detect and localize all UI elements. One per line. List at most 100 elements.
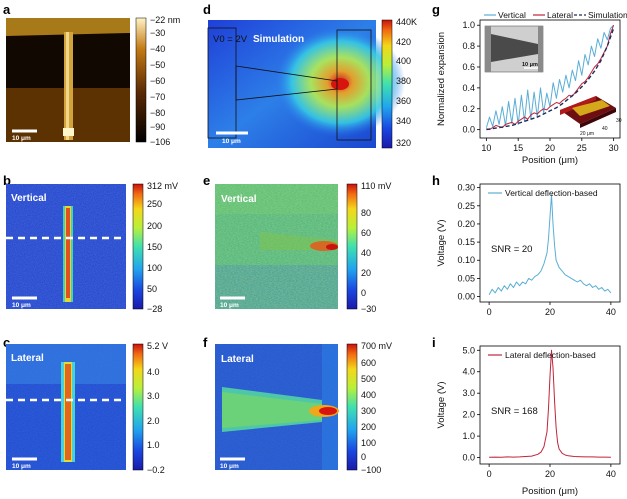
image-label-b: Vertical xyxy=(11,193,47,204)
x-tick-label: 40 xyxy=(606,307,616,317)
colorbar-f-top: 700 mV xyxy=(361,341,392,351)
y-tick-label: 0.00 xyxy=(457,292,475,302)
legend-simulation: Simulation xyxy=(588,10,627,20)
series-line-simulation xyxy=(486,28,615,131)
x-tick-label: 15 xyxy=(513,143,523,153)
scalebar-c-label: 10 μm xyxy=(12,463,31,470)
plot-frame-i xyxy=(479,345,621,465)
inset-scalebar-label: 10 μm xyxy=(522,62,538,68)
cantilever-outline xyxy=(235,65,338,101)
scalebar-e-label: 10 μm xyxy=(220,302,239,309)
series-line-lateral-deflection-based xyxy=(489,349,611,458)
panel-letter-a: a xyxy=(3,2,11,17)
panel-letter-i: i xyxy=(432,335,436,350)
y-tick-label: 0.20 xyxy=(457,219,475,229)
colorbar-d xyxy=(381,19,393,149)
colorbar-a xyxy=(135,17,147,143)
x-tick-label: 25 xyxy=(577,143,587,153)
colorbar-a-tick: −90 xyxy=(150,122,165,132)
x-tick-label: 20 xyxy=(545,307,555,317)
y-tick-label: 4.0 xyxy=(462,367,475,377)
colorbar-f-tick: 300 xyxy=(361,406,376,416)
panel-letter-f: f xyxy=(203,335,208,350)
colorbar-a-tick: −40 xyxy=(150,44,165,54)
colorbar-f-tick: 100 xyxy=(361,438,376,448)
colorbar-c-tick: −0.2 xyxy=(147,465,165,475)
colorbar-a-tick: −50 xyxy=(150,60,165,70)
plot-frame-h xyxy=(479,183,621,303)
colorbar-b xyxy=(132,183,144,310)
colorbar-d-tick: 360 xyxy=(396,96,411,106)
x-tick-label: 10 xyxy=(481,143,491,153)
scalebar-d-label: 10 μm xyxy=(222,138,241,145)
inset-3d-axis-label: 30 xyxy=(616,118,622,124)
y-tick-label: 0.6 xyxy=(462,62,475,72)
image-label-e: Vertical xyxy=(221,194,257,205)
y-tick-label: 1.0 xyxy=(462,431,475,441)
y-tick-label: 0.2 xyxy=(462,104,475,114)
colorbar-f-tick: 200 xyxy=(361,422,376,432)
x-tick-label: 40 xyxy=(606,469,616,479)
y-tick-label: 0.10 xyxy=(457,255,475,265)
colorbar-d-tick: 320 xyxy=(396,138,411,148)
colorbar-d-tick: 340 xyxy=(396,116,411,126)
y-tick-label: 0.8 xyxy=(462,41,475,51)
colorbar-f-tick: 400 xyxy=(361,390,376,400)
colorbar-a-tick: −80 xyxy=(150,108,165,118)
snr-annotation-i: SNR = 168 xyxy=(491,406,538,417)
series-line-lateral xyxy=(486,25,615,131)
panel-a-afm: 10 μm −22 nm −30 −40 −50 −60 −70 −80 −90… xyxy=(6,15,180,147)
panel-c-map: Lateral 10 μm 5.2 V 4.0 3.0 2.0 1.0 −0.2 xyxy=(6,341,168,475)
colorbar-e-tick: 20 xyxy=(361,268,371,278)
colorbar-f-tick: 0 xyxy=(361,452,366,462)
y-tick-label: 1.0 xyxy=(462,20,475,30)
y-tick-label: 0.30 xyxy=(457,183,475,193)
scalebar-f-label: 10 μm xyxy=(220,463,239,470)
panel-b-map: Vertical 10 μm 312 mV 250 200 150 100 50… xyxy=(6,181,178,314)
legend-vertical: Vertical xyxy=(498,10,526,20)
colorbar-b-tick: 200 xyxy=(147,221,162,231)
scalebar-a-label: 10 μm xyxy=(12,135,31,142)
colorbar-a-tick: −106 xyxy=(150,137,170,147)
y-tick-label: 3.0 xyxy=(462,388,475,398)
y-tick-label: 2.0 xyxy=(462,410,475,420)
colorbar-f xyxy=(346,343,358,471)
legend-lateral-deflection: Lateral deflection-based xyxy=(505,350,596,360)
inset-3d-axis-label: 20 μm xyxy=(580,131,594,137)
y-axis-label-h: Voltage (V) xyxy=(436,220,447,267)
panel-f-map: Lateral 10 μm 700 mV 600 500 400 300 200… xyxy=(215,341,392,475)
colorbar-c-top: 5.2 V xyxy=(147,341,168,351)
colorbar-c-tick: 1.0 xyxy=(147,440,160,450)
y-tick-label: 0.25 xyxy=(457,201,475,211)
panel-d-simulation: V0 = 2V Simulation 10 μm 440K 420 400 38… xyxy=(207,17,417,149)
scalebar-b-label: 10 μm xyxy=(12,302,31,309)
y-tick-label: 0.05 xyxy=(457,273,475,283)
panel-letter-e: e xyxy=(203,173,211,188)
x-tick-label: 30 xyxy=(609,143,619,153)
panel-e-map: Vertical 10 μm 110 mV 80 60 40 20 0 −30 xyxy=(215,181,391,314)
x-tick-label: 0 xyxy=(487,469,492,479)
x-tick-label: 20 xyxy=(545,469,555,479)
series-line-vertical-deflection-based xyxy=(488,194,612,295)
colorbar-f-tick: 600 xyxy=(361,358,376,368)
y-tick-label: 0.15 xyxy=(457,237,475,247)
x-tick-label: 0 xyxy=(487,307,492,317)
y-tick-label: 0.0 xyxy=(462,125,475,135)
colorbar-b-tick: 150 xyxy=(147,242,162,252)
image-label-d: Simulation xyxy=(253,34,304,45)
colorbar-b-top: 312 mV xyxy=(147,181,178,191)
colorbar-b-tick: −28 xyxy=(147,304,162,314)
snr-annotation-h: SNR = 20 xyxy=(491,244,532,255)
colorbar-f-tick: −100 xyxy=(361,465,381,475)
image-label-c: Lateral xyxy=(11,353,44,364)
x-axis-label-g: Position (μm) xyxy=(522,155,578,166)
y-tick-label: 5.0 xyxy=(462,345,475,355)
colorbar-a-tick: −60 xyxy=(150,76,165,86)
x-axis-label-i: Position (μm) xyxy=(522,486,578,497)
colorbar-a-tick: −30 xyxy=(150,28,165,38)
chart-h: 0 20 40 0.00 0.05 0.10 0.15 0.20 0.25 0.30 Voltag… xyxy=(436,183,621,317)
colorbar-f-tick: 500 xyxy=(361,374,376,384)
colorbar-e-tick: 80 xyxy=(361,208,371,218)
colorbar-d-tick: 380 xyxy=(396,76,411,86)
colorbar-c-tick: 3.0 xyxy=(147,391,160,401)
